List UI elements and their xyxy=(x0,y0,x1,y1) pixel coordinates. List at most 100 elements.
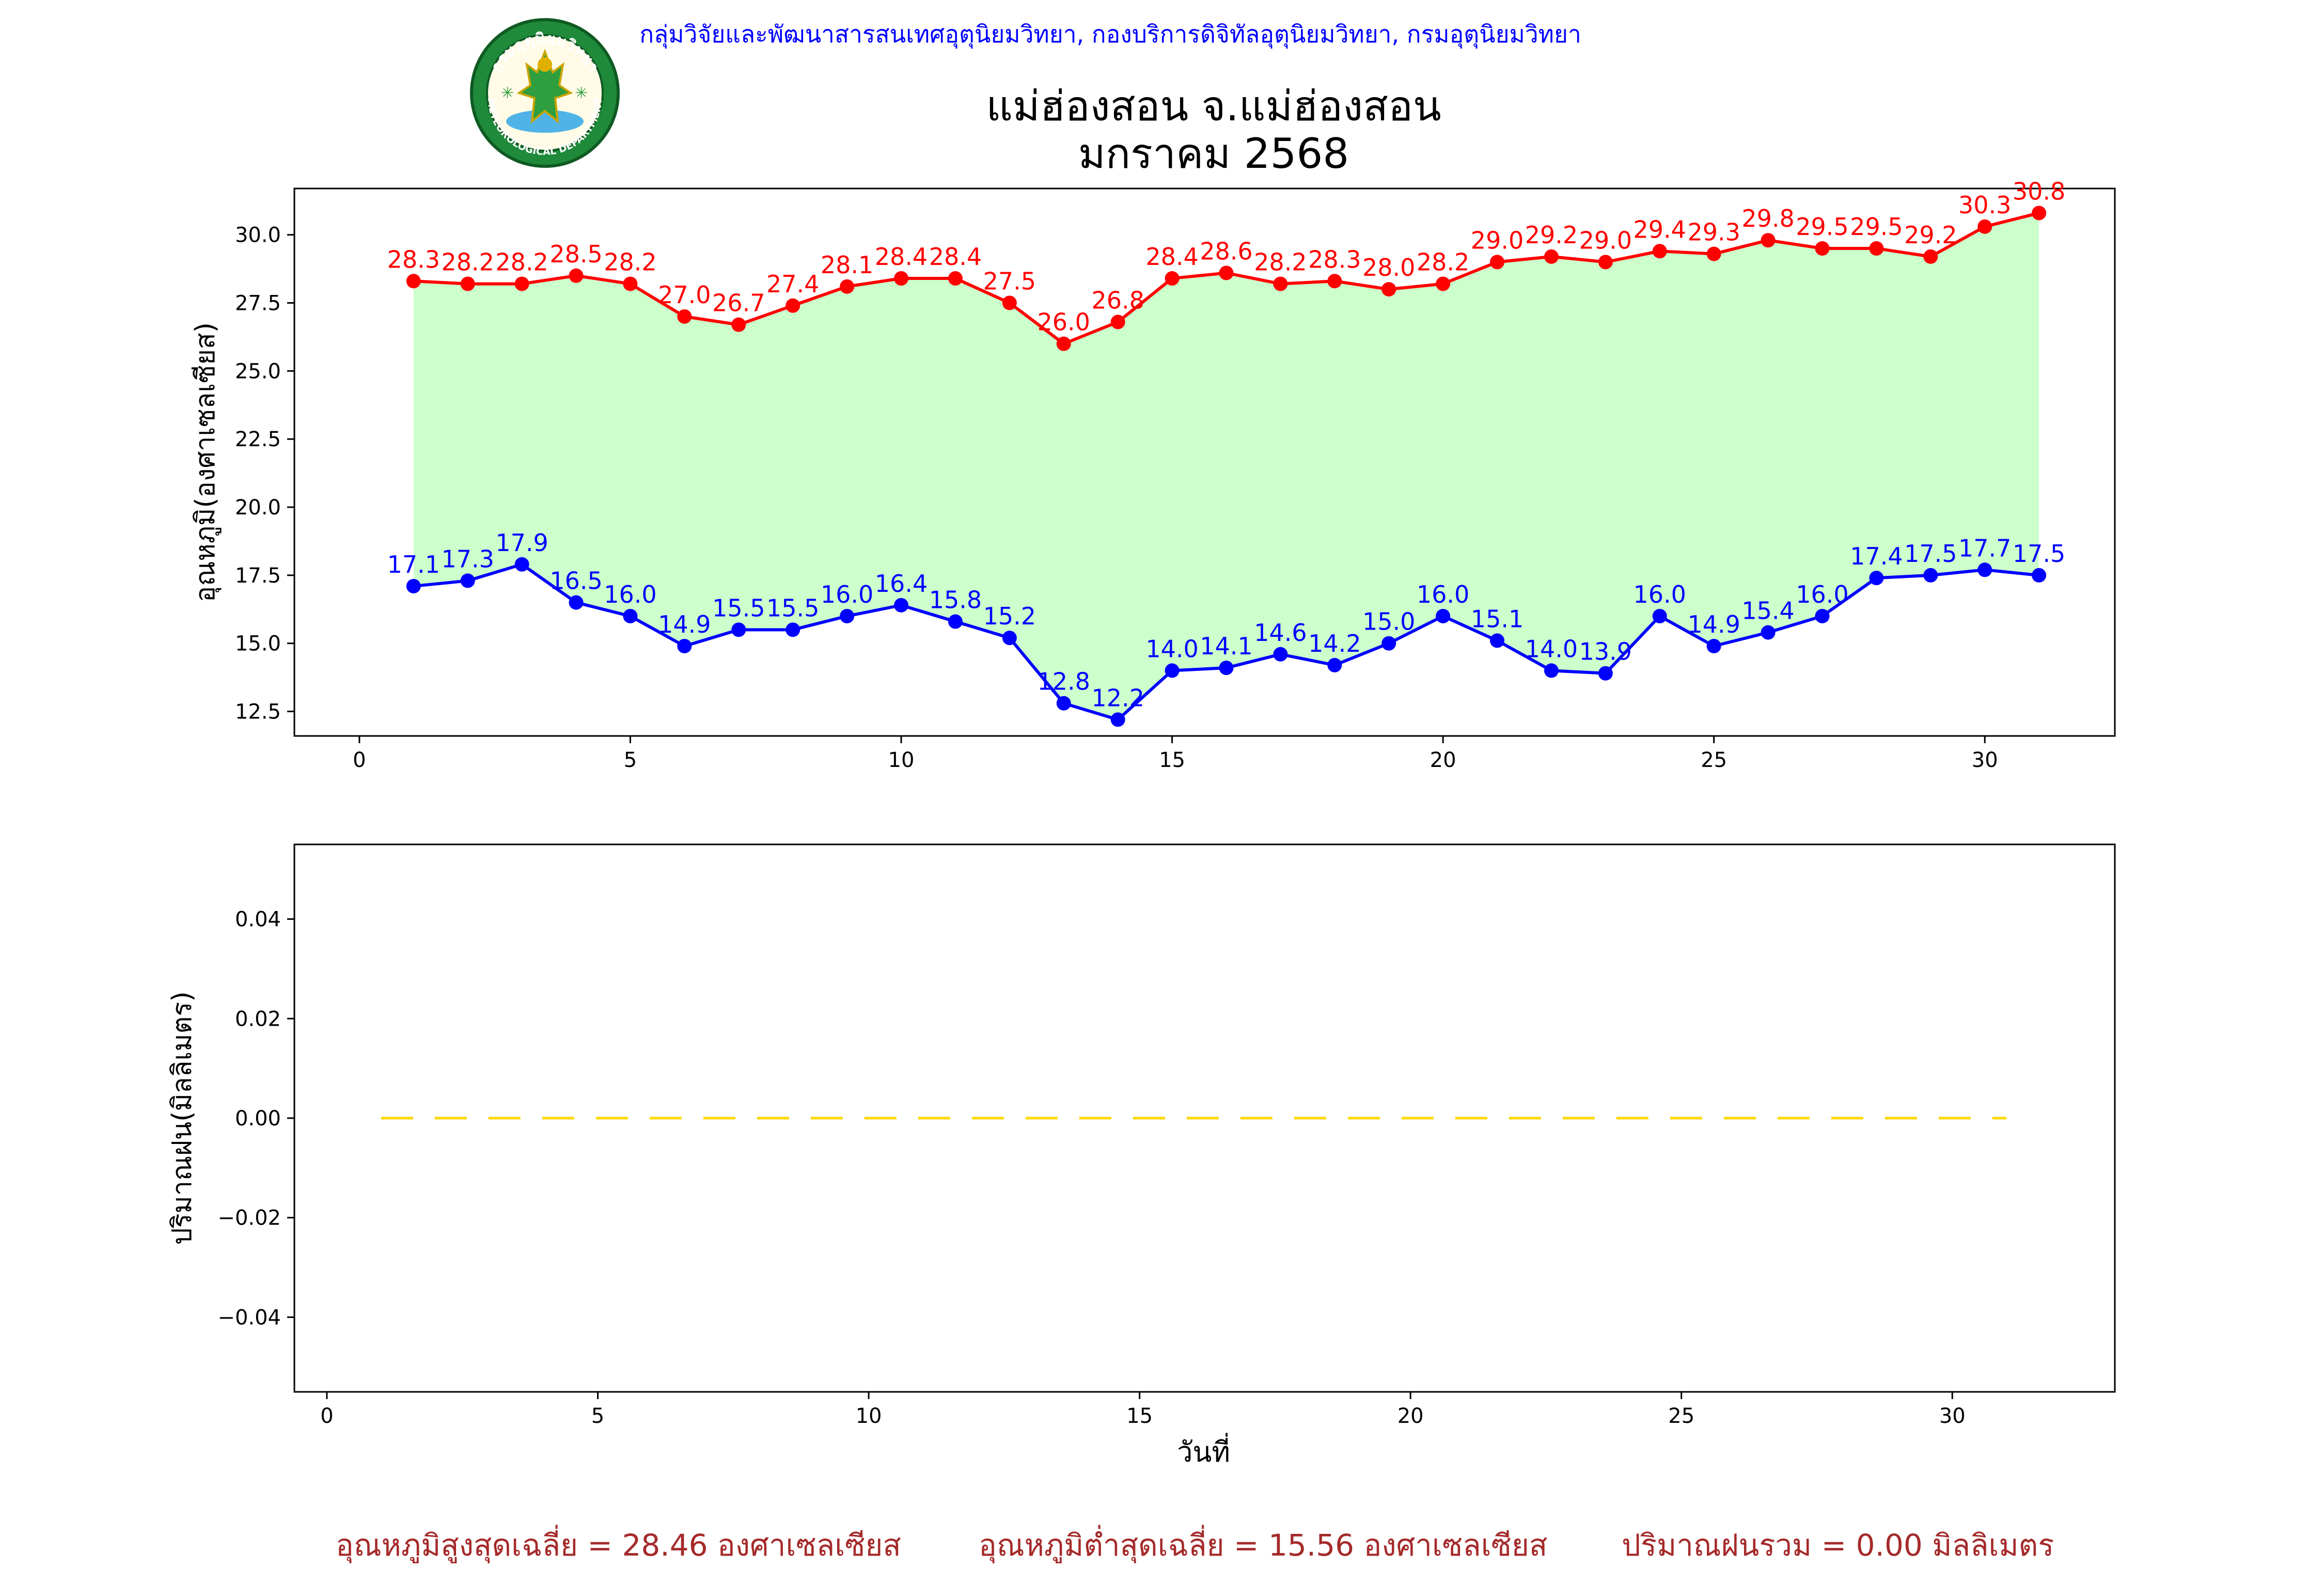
max-temperature-label: 29.0 xyxy=(1579,226,1632,254)
max-temperature-point xyxy=(1706,246,1721,261)
max-temperature-label: 28.3 xyxy=(1308,245,1361,273)
temp-x-tick-label: 25 xyxy=(1701,748,1727,772)
max-temperature-point xyxy=(894,271,908,286)
max-temperature-point xyxy=(1815,241,1830,256)
min-temperature-label: 17.5 xyxy=(2013,540,2065,568)
max-temperature-label: 29.3 xyxy=(1687,218,1740,246)
min-temperature-point xyxy=(1381,636,1396,651)
temperature-range-fill xyxy=(413,213,2039,720)
max-temperature-label: 28.2 xyxy=(1417,248,1469,276)
rain-y-tick-label: −0.04 xyxy=(217,1306,281,1329)
min-temperature-point xyxy=(1219,661,1234,676)
rain-x-tick-label: 20 xyxy=(1397,1404,1424,1428)
max-temperature-point xyxy=(1002,295,1017,310)
max-temperature-point xyxy=(460,276,475,291)
temp-y-tick-label: 27.5 xyxy=(235,291,281,315)
chart-title: แม่ฮ่องสอน จ.แม่ฮ่องสอน มกราคม 2568 xyxy=(671,83,1756,178)
max-temperature-point xyxy=(1381,282,1396,297)
min-temperature-label: 14.0 xyxy=(1145,635,1198,663)
min-temperature-point xyxy=(1598,666,1613,681)
max-temperature-label: 28.4 xyxy=(929,243,982,271)
min-temperature-label: 14.0 xyxy=(1525,635,1578,663)
temp-x-tick-label: 10 xyxy=(888,748,915,772)
min-temperature-label: 17.4 xyxy=(1850,542,1903,570)
rain-y-tick-label: 0.00 xyxy=(235,1107,281,1131)
min-temperature-label: 12.2 xyxy=(1091,684,1144,712)
min-temperature-point xyxy=(731,622,746,637)
min-temperature-point xyxy=(1490,633,1505,648)
min-temperature-point xyxy=(406,578,421,593)
period-label: มกราคม 2568 xyxy=(1078,130,1349,178)
temp-x-tick-label: 30 xyxy=(1972,748,1998,772)
min-temperature-point xyxy=(514,557,529,572)
min-temperature-label: 15.1 xyxy=(1471,605,1524,633)
min-temperature-point xyxy=(2032,568,2047,583)
rain-x-tick-label: 30 xyxy=(1939,1404,1966,1428)
temp-x-tick-label: 5 xyxy=(624,748,637,772)
max-temperature-label: 29.5 xyxy=(1796,213,1848,241)
max-temperature-point xyxy=(1544,249,1559,264)
min-temperature-label: 13.9 xyxy=(1579,638,1632,666)
rain-x-tick-label: 25 xyxy=(1668,1404,1694,1428)
min-temperature-point xyxy=(1110,712,1125,727)
min-temperature-point xyxy=(1165,663,1180,678)
temp-x-tick-label: 15 xyxy=(1159,748,1185,772)
max-temperature-label: 28.1 xyxy=(821,251,873,279)
date-x-axis-label: วันที่ xyxy=(1177,1433,1230,1468)
max-temperature-point xyxy=(1110,315,1125,330)
min-temperature-label: 14.2 xyxy=(1308,630,1361,657)
max-temperature-point xyxy=(1652,244,1667,259)
max-temperature-label: 26.7 xyxy=(712,289,765,317)
min-temperature-point xyxy=(460,573,475,588)
rain-x-tick-label: 15 xyxy=(1126,1404,1153,1428)
temp-y-tick-label: 15.0 xyxy=(235,632,281,656)
max-temperature-point xyxy=(1165,271,1180,286)
min-temperature-point xyxy=(1761,625,1776,640)
max-temperature-point xyxy=(1977,219,1992,234)
station-name: แม่ฮ่องสอน จ.แม่ฮ่องสอน xyxy=(986,82,1441,130)
max-temperature-point xyxy=(1598,255,1613,270)
min-temperature-label: 16.4 xyxy=(875,570,928,598)
max-temperature-point xyxy=(731,317,746,332)
max-temperature-point xyxy=(2032,206,2047,221)
min-temperature-point xyxy=(623,608,638,623)
min-temperature-label: 15.2 xyxy=(983,602,1036,630)
max-temperature-label: 28.4 xyxy=(875,243,928,271)
max-temperature-point xyxy=(569,268,584,283)
rain-x-tick-label: 5 xyxy=(591,1404,604,1428)
max-temperature-point xyxy=(677,309,692,324)
min-temperature-label: 14.1 xyxy=(1200,632,1252,660)
min-temperature-point xyxy=(1327,657,1342,672)
min-temperature-label: 17.9 xyxy=(495,529,548,557)
min-temperature-point xyxy=(1652,608,1667,623)
min-temperature-label: 15.0 xyxy=(1362,608,1415,636)
min-temperature-label: 17.5 xyxy=(1904,540,1957,568)
min-temperature-label: 12.8 xyxy=(1038,668,1090,696)
max-temperature-point xyxy=(1490,255,1505,270)
max-temperature-label: 28.5 xyxy=(549,240,602,268)
svg-text:✳: ✳ xyxy=(575,84,588,102)
min-temperature-label: 14.9 xyxy=(658,610,711,638)
max-temperature-label: 30.3 xyxy=(1958,191,2011,219)
min-temperature-point xyxy=(786,622,800,637)
max-temperature-label: 29.4 xyxy=(1634,215,1686,243)
min-temperature-label: 16.0 xyxy=(1634,580,1686,608)
min-temperature-label: 15.4 xyxy=(1741,597,1794,625)
min-temperature-point xyxy=(840,608,855,623)
temp-y-tick-label: 22.5 xyxy=(235,428,281,451)
min-temperature-label: 16.0 xyxy=(821,580,873,608)
temp-y-tick-label: 25.0 xyxy=(235,359,281,383)
max-temperature-label: 29.8 xyxy=(1741,205,1794,232)
max-temperature-label: 28.3 xyxy=(387,245,440,273)
max-temperature-label: 28.2 xyxy=(442,248,494,276)
avg-min-summary: อุณหภูมิต่ำสุดเฉลี่ย = 15.56 องศาเซลเซีย… xyxy=(979,1528,1548,1563)
min-temperature-point xyxy=(1056,696,1071,711)
max-temperature-point xyxy=(1219,265,1234,280)
min-temperature-point xyxy=(948,614,963,629)
min-temperature-point xyxy=(1977,562,1992,577)
max-temperature-label: 28.4 xyxy=(1145,243,1198,271)
max-temperature-label: 26.8 xyxy=(1091,286,1144,314)
min-temperature-label: 17.1 xyxy=(387,551,440,578)
temp-x-tick-label: 20 xyxy=(1430,748,1456,772)
min-temperature-point xyxy=(1923,568,1938,583)
